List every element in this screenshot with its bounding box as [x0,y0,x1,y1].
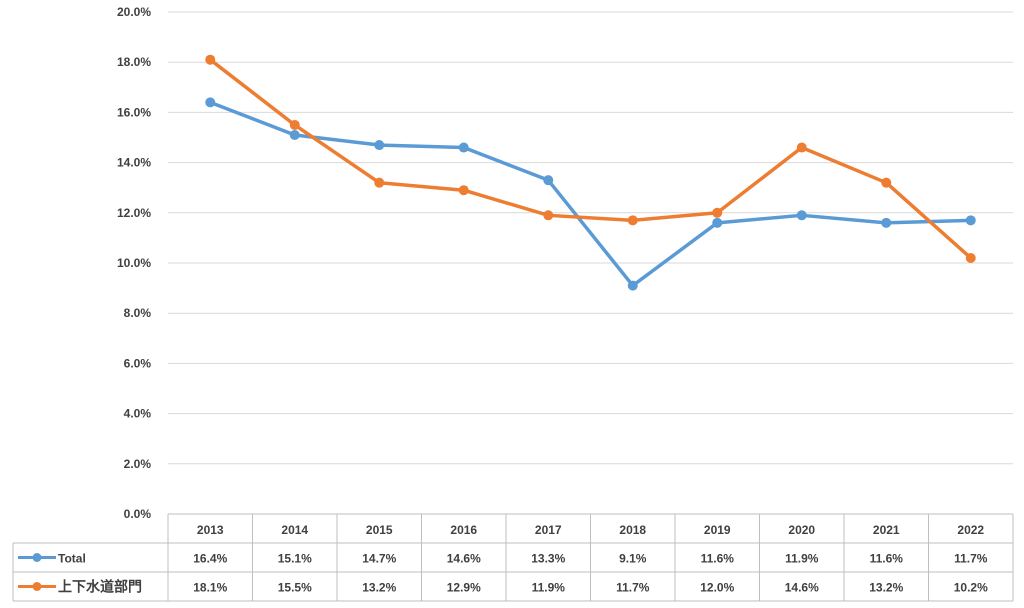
data-table-value: 11.6% [701,552,735,566]
data-table-value: 14.7% [362,552,396,566]
y-tick-label: 2.0% [124,457,152,471]
x-category-label: 2013 [197,523,224,537]
data-table-value: 14.6% [447,552,481,566]
data-point [458,185,469,196]
data-table-value: 14.6% [785,581,819,595]
y-tick-label: 16.0% [117,105,151,119]
y-tick-label: 8.0% [124,306,152,320]
y-tick-label: 20.0% [117,5,151,19]
y-tick-label: 4.0% [124,407,152,421]
data-point [289,119,300,130]
series-line [208,100,973,288]
legend-marker-key [32,582,42,591]
data-point [205,97,216,108]
data-table-value: 11.9% [532,581,566,595]
data-table-value: 11.7% [954,552,988,566]
x-category-label: 2018 [619,523,646,537]
x-category-label: 2014 [281,523,308,537]
data-point [881,177,892,188]
x-category-label: 2020 [788,523,815,537]
data-table-value: 15.5% [278,581,312,595]
data-point [796,142,807,153]
data-point [881,217,892,228]
data-point [712,217,723,228]
y-tick-label: 12.0% [117,206,151,220]
data-table-value: 11.6% [870,552,904,566]
x-category-label: 2021 [873,523,900,537]
data-point [627,215,638,226]
data-table-value: 16.4% [193,552,227,566]
data-point [796,210,807,221]
x-category-label: 2016 [450,523,477,537]
data-point [543,175,554,186]
data-point [205,54,216,65]
series-lines [205,54,976,291]
x-category-label: 2022 [957,523,984,537]
gridlines [168,11,1013,465]
data-point [374,140,385,151]
data-table-value: 11.7% [616,581,650,595]
x-category-label: 2019 [704,523,731,537]
data-point [627,280,638,291]
y-axis-ticks: 0.0% 2.0% 4.0% 6.0% 8.0% 10.0% 12.0% 14.0% 16.0%… [117,5,151,521]
data-table-value: 10.2% [954,581,988,595]
data-point [543,210,554,221]
data-table-value: 11.9% [785,552,819,566]
data-table-value: 13.2% [869,581,903,595]
legend-marker-key [32,553,42,562]
data-point [374,177,385,188]
series-line [208,57,973,260]
data-table-value: 18.1% [193,581,227,595]
series-name-label: Total [58,552,86,566]
data-table-value: 12.9% [447,581,481,595]
data-point [712,207,723,218]
x-category-label: 2015 [366,523,393,537]
data-point [965,215,976,226]
y-tick-label: 10.0% [117,256,151,270]
y-tick-label: 0.0% [124,507,152,521]
data-table-value: 15.1% [278,552,312,566]
data-table-value: 13.2% [362,581,396,595]
data-table-value: 12.0% [700,581,734,595]
y-tick-label: 6.0% [124,356,152,370]
data-point [965,252,976,263]
data-table-value: 13.3% [531,552,565,566]
data-point [458,142,469,153]
x-category-label: 2017 [535,523,562,537]
series-name-label: 上下水道部門 [58,579,142,595]
y-tick-label: 18.0% [117,55,151,69]
data-table-value: 9.1% [619,552,647,566]
data-point [289,129,300,140]
y-tick-label: 14.0% [117,156,151,170]
data-table: 2013 2014 2015 2016 2017 2018 2019 2020 2021 2022… [12,513,1014,602]
